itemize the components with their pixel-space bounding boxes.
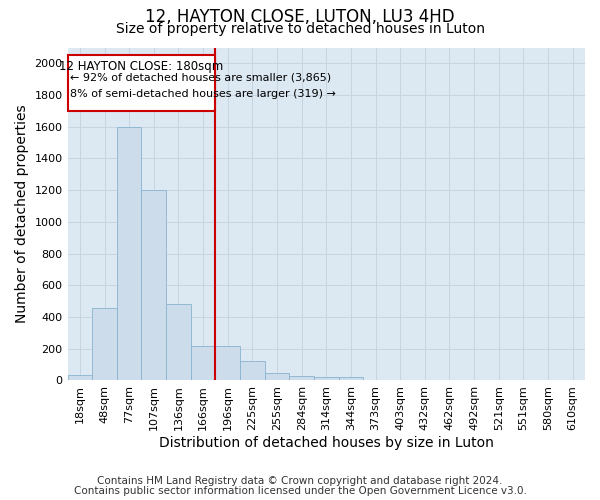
Text: Size of property relative to detached houses in Luton: Size of property relative to detached ho… bbox=[115, 22, 485, 36]
Text: 12, HAYTON CLOSE, LUTON, LU3 4HD: 12, HAYTON CLOSE, LUTON, LU3 4HD bbox=[145, 8, 455, 26]
Bar bbox=[289, 376, 314, 380]
Bar bbox=[191, 346, 215, 380]
Text: 12 HAYTON CLOSE: 180sqm: 12 HAYTON CLOSE: 180sqm bbox=[59, 60, 224, 73]
Bar bbox=[215, 346, 240, 380]
Bar bbox=[314, 378, 338, 380]
Bar bbox=[92, 308, 117, 380]
Bar bbox=[338, 378, 363, 380]
Bar bbox=[142, 190, 166, 380]
Text: ← 92% of detached houses are smaller (3,865): ← 92% of detached houses are smaller (3,… bbox=[70, 73, 331, 83]
Bar bbox=[117, 127, 142, 380]
Bar bbox=[265, 374, 289, 380]
Y-axis label: Number of detached properties: Number of detached properties bbox=[15, 104, 29, 324]
FancyBboxPatch shape bbox=[68, 56, 215, 111]
Text: Contains HM Land Registry data © Crown copyright and database right 2024.: Contains HM Land Registry data © Crown c… bbox=[97, 476, 503, 486]
Bar bbox=[68, 375, 92, 380]
Bar bbox=[240, 362, 265, 380]
Text: Contains public sector information licensed under the Open Government Licence v3: Contains public sector information licen… bbox=[74, 486, 526, 496]
X-axis label: Distribution of detached houses by size in Luton: Distribution of detached houses by size … bbox=[159, 436, 494, 450]
Bar bbox=[166, 304, 191, 380]
Text: 8% of semi-detached houses are larger (319) →: 8% of semi-detached houses are larger (3… bbox=[70, 88, 336, 99]
